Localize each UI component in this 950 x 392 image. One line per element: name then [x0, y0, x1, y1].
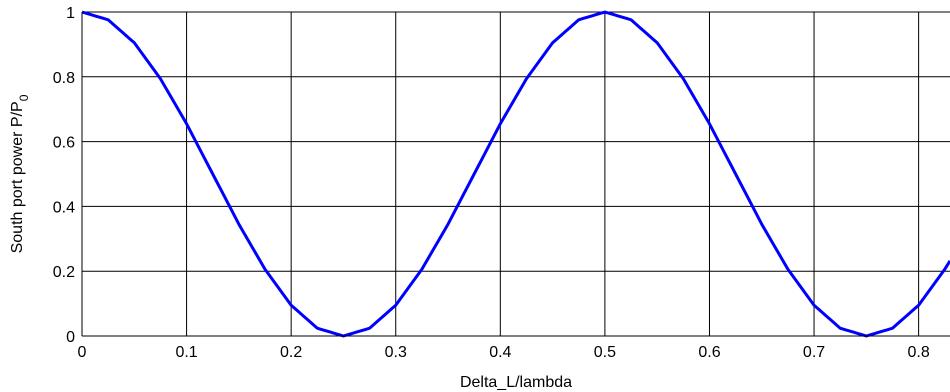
- series-line: [81, 10, 950, 338]
- x-tick-label: 0.5: [594, 344, 616, 361]
- x-tick-label: 0.2: [280, 344, 302, 361]
- axes: [81, 12, 950, 337]
- x-tick-label: 0: [78, 344, 87, 361]
- x-tick-label: 0.3: [385, 344, 407, 361]
- plot-area: [82, 12, 950, 336]
- x-tick-label: 0.1: [175, 344, 197, 361]
- x-axis-label: Delta_L/lambda: [460, 374, 572, 391]
- y-axis-label-subscript: 0: [17, 94, 31, 101]
- x-tick-label: 0.4: [489, 344, 511, 361]
- series-layer: [81, 10, 950, 338]
- x-tick-label: 0.6: [698, 344, 720, 361]
- y-tick-label: 0.6: [53, 135, 75, 152]
- x-tick-label: 0.7: [803, 344, 825, 361]
- x-tick-label: 0.8: [908, 344, 930, 361]
- y-axis-label: South port power P/P0: [9, 94, 31, 253]
- y-tick-label: 0.8: [53, 70, 75, 87]
- ticks: 0 0.1 0.2 0.3 0.4 0.5 0.6 0.7 0.8 0 0.2 0.4 0.6 0.8 1: [53, 5, 930, 361]
- y-tick-label: 1: [66, 5, 75, 22]
- y-tick-label: 0.2: [53, 264, 75, 281]
- y-axis-label-main: South port power P/P: [9, 101, 26, 253]
- y-tick-label: 0.4: [53, 199, 75, 216]
- y-tick-label: 0: [66, 329, 75, 346]
- grid: [82, 11, 950, 336]
